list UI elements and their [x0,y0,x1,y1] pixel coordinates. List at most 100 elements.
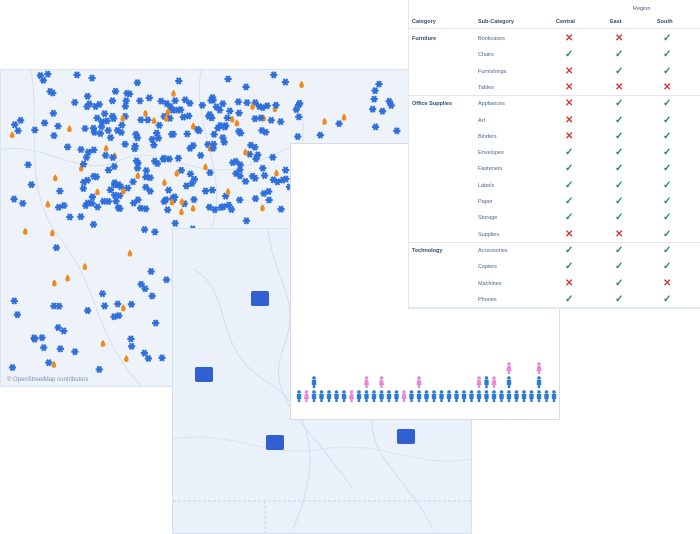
snowflake-icon[interactable] [242,217,251,225]
snowflake-icon[interactable] [109,153,117,162]
snowflake-icon[interactable] [45,359,53,367]
snowflake-icon[interactable] [295,113,303,121]
snowflake-icon[interactable] [60,201,68,210]
snowflake-icon[interactable] [393,127,401,135]
snowflake-icon[interactable] [162,276,171,284]
fire-icon[interactable] [169,198,175,206]
snowflake-icon[interactable] [122,97,130,105]
fire-icon[interactable] [203,163,208,171]
fire-icon[interactable] [260,204,265,212]
fire-icon[interactable] [243,148,248,156]
fire-icon[interactable] [174,169,179,177]
snowflake-icon[interactable] [261,171,269,180]
snowflake-icon[interactable] [60,327,68,335]
fire-icon[interactable] [191,122,196,130]
snowflake-icon[interactable] [88,193,97,201]
snowflake-icon[interactable] [153,159,161,168]
snowflake-icon[interactable] [14,127,22,135]
snowflake-icon[interactable] [251,174,259,182]
snowflake-icon[interactable] [150,141,158,149]
fire-icon[interactable] [162,178,167,186]
snowflake-icon[interactable] [157,97,165,105]
snowflake-icon[interactable] [54,122,62,130]
snowflake-icon[interactable] [251,143,259,151]
snowflake-icon[interactable] [121,140,129,148]
fire-icon[interactable] [135,171,141,179]
snowflake-icon[interactable] [55,302,63,310]
snowflake-icon[interactable] [220,138,228,146]
snowflake-icon[interactable] [201,187,210,195]
fire-icon[interactable] [121,304,126,312]
snowflake-icon[interactable] [89,220,98,229]
fire-icon[interactable] [341,113,347,121]
fire-icon[interactable] [171,89,176,97]
snowflake-icon[interactable] [209,96,217,104]
snowflake-icon[interactable] [108,97,117,105]
snowflake-icon[interactable] [225,201,233,209]
snowflake-icon[interactable] [134,159,142,167]
fire-icon[interactable] [179,197,185,205]
central-header[interactable]: Central [556,19,575,25]
fire-icon[interactable] [299,80,304,88]
snowflake-icon[interactable] [127,300,135,308]
snowflake-icon[interactable] [255,102,263,111]
snowflake-icon[interactable] [267,116,275,124]
snowflake-icon[interactable] [335,119,343,128]
fire-icon[interactable] [127,249,133,257]
snowflake-icon[interactable] [186,99,194,107]
snowflake-icon[interactable] [163,99,171,108]
fire-icon[interactable] [100,339,106,347]
east-header[interactable]: East [610,19,622,25]
snowflake-icon[interactable] [84,199,92,207]
south-header[interactable]: South [657,19,673,25]
snowflake-icon[interactable] [219,202,228,211]
snowflake-icon[interactable] [221,123,229,131]
snowflake-icon[interactable] [151,228,159,236]
snowflake-icon[interactable] [140,225,149,234]
snowflake-icon[interactable] [113,126,122,135]
snowflake-icon[interactable] [133,134,142,142]
snowflake-icon[interactable] [229,158,237,167]
snowflake-icon[interactable] [93,203,102,211]
snowflake-icon[interactable] [77,213,85,221]
fire-icon[interactable] [234,119,240,127]
snowflake-icon[interactable] [83,176,92,184]
snowflake-icon[interactable] [164,206,172,214]
snowflake-icon[interactable] [282,166,290,174]
snowflake-icon[interactable] [273,178,282,186]
fire-icon[interactable] [225,187,231,195]
snowflake-icon[interactable] [121,102,129,110]
snowflake-icon[interactable] [131,142,139,150]
snowflake-icon[interactable] [104,197,113,206]
rv-camper-icon[interactable] [195,367,213,382]
snowflake-icon[interactable] [152,319,160,327]
snowflake-icon[interactable] [31,126,39,134]
snowflake-icon[interactable] [134,196,142,204]
snowflake-icon[interactable] [236,196,244,204]
snowflake-icon[interactable] [146,187,154,195]
snowflake-icon[interactable] [181,96,189,104]
snowflake-icon[interactable] [279,176,287,184]
snowflake-icon[interactable] [49,109,57,118]
snowflake-icon[interactable] [375,80,383,88]
fire-icon[interactable] [51,360,57,368]
map-attribution[interactable]: © OpenStreetMap contributors [7,377,89,383]
snowflake-icon[interactable] [101,302,109,310]
snowflake-icon[interactable] [66,213,74,221]
snowflake-icon[interactable] [77,145,85,154]
fire-icon[interactable] [274,169,279,177]
snowflake-icon[interactable] [158,354,166,362]
snowflake-icon[interactable] [27,181,36,189]
fire-icon[interactable] [124,355,129,363]
snowflake-icon[interactable] [190,175,199,183]
snowflake-icon[interactable] [378,107,387,115]
snowflake-icon[interactable] [130,199,138,207]
snowflake-icon[interactable] [219,100,227,108]
snowflake-icon[interactable] [10,297,18,305]
snowflake-icon[interactable] [110,162,118,171]
snowflake-icon[interactable] [260,189,268,198]
fire-icon[interactable] [151,117,157,125]
snowflake-icon[interactable] [84,92,92,100]
snowflake-icon[interactable] [142,205,150,213]
snowflake-icon[interactable] [251,194,260,203]
